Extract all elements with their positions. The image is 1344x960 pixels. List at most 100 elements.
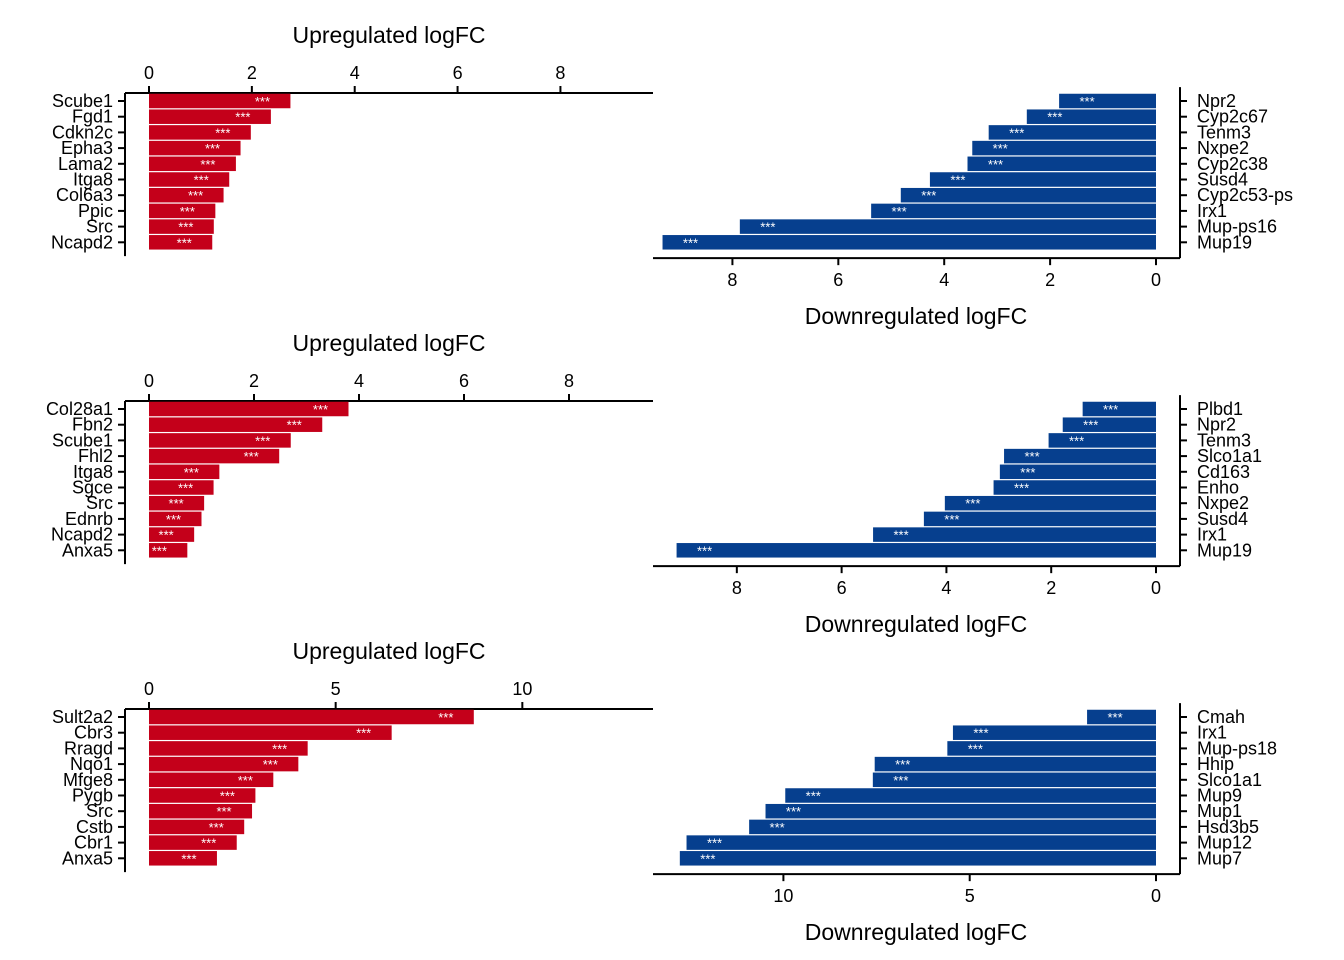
bar <box>149 772 274 788</box>
significance-label: *** <box>287 418 302 433</box>
bar <box>929 172 1156 187</box>
chart-panel-1: 0 2 4 6 8 Upregulated logFC Scube1 *** Fgd1 *** Cd… <box>51 22 653 257</box>
gene-label: Lama2 <box>58 154 113 174</box>
x-tick-label: 6 <box>833 270 843 290</box>
gene-label: Susd4 <box>1197 170 1248 190</box>
x-tick-label: 10 <box>512 679 532 699</box>
x-tick-label: 8 <box>564 371 574 391</box>
bar <box>149 495 205 511</box>
x-tick-label: 8 <box>555 63 565 83</box>
gene-label: Slco1a1 <box>1197 446 1262 466</box>
bar <box>149 851 217 866</box>
gene-label: Irx1 <box>1197 723 1227 743</box>
gene-label: Mup-ps16 <box>1197 217 1277 237</box>
x-tick-label: 0 <box>1151 270 1161 290</box>
significance-label: *** <box>1020 465 1035 480</box>
bar <box>947 741 1156 756</box>
bar <box>149 543 188 558</box>
significance-label: *** <box>893 528 908 543</box>
x-axis-title: Upregulated logFC <box>292 638 485 664</box>
bar <box>967 156 1156 172</box>
x-tick-label: 6 <box>453 63 463 83</box>
bar <box>923 511 1156 527</box>
gene-label: Cbr1 <box>74 833 113 853</box>
bar <box>1026 109 1156 124</box>
gene-label: Fbn2 <box>72 415 113 435</box>
bar <box>149 417 323 432</box>
significance-label: *** <box>1024 449 1039 464</box>
x-tick-label: 8 <box>727 270 737 290</box>
x-axis-title: Upregulated logFC <box>292 22 485 48</box>
gene-label: Itga8 <box>73 170 113 190</box>
significance-label: *** <box>209 820 224 835</box>
gene-label: Sgce <box>72 478 113 498</box>
gene-label: Slco1a1 <box>1197 770 1262 790</box>
bar <box>944 495 1156 511</box>
significance-label: *** <box>152 543 167 558</box>
significance-label: *** <box>205 141 220 156</box>
bar <box>149 235 213 250</box>
significance-label: *** <box>235 110 250 125</box>
gene-label: Ednrb <box>65 509 113 529</box>
gene-label: Nqo1 <box>70 754 113 774</box>
gene-label: Cd163 <box>1197 462 1250 482</box>
significance-label: *** <box>1047 110 1062 125</box>
significance-label: *** <box>786 804 801 819</box>
gene-label: Ppic <box>78 201 113 221</box>
significance-label: *** <box>181 851 196 866</box>
x-tick-label: 6 <box>459 371 469 391</box>
bar <box>149 527 195 542</box>
bar <box>739 219 1156 234</box>
gene-label: Epha3 <box>61 138 113 158</box>
gene-label: Col28a1 <box>46 399 113 419</box>
gene-label: Src <box>86 493 113 513</box>
significance-label: *** <box>200 157 215 172</box>
significance-label: *** <box>1107 710 1122 725</box>
significance-label: *** <box>238 773 253 788</box>
gene-label: Cmah <box>1197 707 1245 727</box>
x-tick-label: 2 <box>247 63 257 83</box>
x-tick-label: 2 <box>249 371 259 391</box>
significance-label: *** <box>968 741 983 756</box>
gene-label: Cyp2c53-ps <box>1197 185 1293 205</box>
gene-label: Col6a3 <box>56 185 113 205</box>
gene-label: Fgd1 <box>72 107 113 127</box>
bar <box>149 219 214 234</box>
significance-label: *** <box>216 804 231 819</box>
gene-label: Cstb <box>76 817 113 837</box>
bar <box>149 464 220 480</box>
bar <box>972 140 1156 156</box>
significance-label: *** <box>921 188 936 203</box>
gene-label: Mup12 <box>1197 833 1252 853</box>
chart-panel-5: 0 5 10 Upregulated logFC Sult2a2 *** Cbr3 *** Rr… <box>52 638 653 873</box>
bar <box>149 109 271 124</box>
significance-label: *** <box>683 235 698 250</box>
bar <box>149 203 216 219</box>
gene-label: Cyp2c38 <box>1197 154 1268 174</box>
gene-label: Scube1 <box>52 91 113 111</box>
bar <box>149 93 291 109</box>
gene-label: Ncapd2 <box>51 232 113 252</box>
gene-label: Mup7 <box>1197 848 1242 868</box>
bar <box>679 851 1156 866</box>
chart-panel-6: 10 5 0 Downregulated logFC Cmah *** Irx1 *** Mup… <box>653 703 1277 945</box>
bar <box>993 480 1156 495</box>
significance-label: *** <box>188 188 203 203</box>
significance-label: *** <box>944 512 959 527</box>
bar <box>1082 401 1156 417</box>
significance-label: *** <box>169 496 184 511</box>
gene-label: Cbr3 <box>74 723 113 743</box>
x-tick-label: 4 <box>939 270 949 290</box>
bar <box>149 511 202 527</box>
bar <box>149 125 251 140</box>
x-tick-label: 8 <box>732 578 742 598</box>
gene-label: Mup1 <box>1197 801 1242 821</box>
bar <box>872 772 1156 788</box>
gene-label: Cyp2c67 <box>1197 107 1268 127</box>
significance-label: *** <box>988 157 1003 172</box>
significance-label: *** <box>178 481 193 496</box>
x-tick-label: 6 <box>837 578 847 598</box>
bar <box>1087 709 1156 725</box>
gene-label: Susd4 <box>1197 509 1248 529</box>
